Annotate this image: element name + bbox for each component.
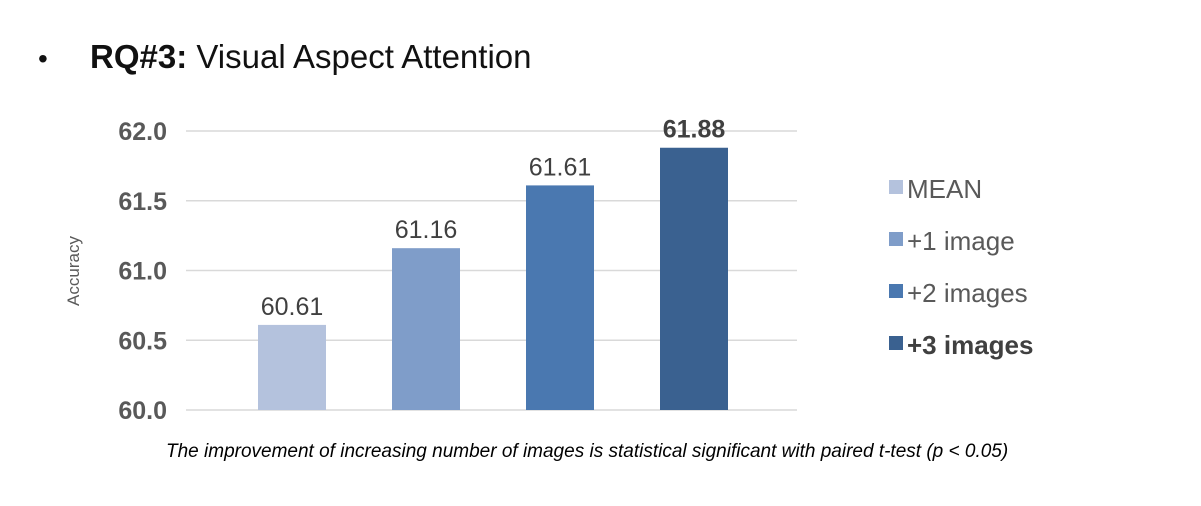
significance-note: The improvement of increasing number of … [166,441,1009,462]
y-axis-label: Accuracy [64,236,83,306]
legend-label: +3 images [907,330,1033,360]
y-tick-label: 62.0 [118,118,167,146]
bar [258,324,326,410]
data-label: 61.61 [529,153,592,181]
bar [392,248,460,410]
legend-label: MEAN [907,174,982,204]
y-tick-label: 61.5 [118,188,167,216]
slide-heading: • RQ#3: Visual Aspect Attention [38,38,532,76]
bullet-icon: • [38,43,48,74]
data-label: 61.16 [395,216,458,244]
legend-label: +1 image [907,226,1015,256]
legend-label: +2 images [907,278,1028,308]
y-tick-label: 60.5 [118,327,167,355]
heading-label: RQ#3: [90,38,188,75]
y-tick-label: 61.0 [118,258,167,286]
legend-swatch [889,180,903,194]
data-label: 60.61 [261,293,324,321]
bar [660,147,728,411]
bar [526,185,594,410]
legend-swatch [889,232,903,246]
data-label: 61.88 [663,116,726,144]
legend-swatch [889,336,903,350]
heading-text: Visual Aspect Attention [187,38,532,75]
y-tick-label: 60.0 [118,397,167,425]
legend-swatch [889,284,903,298]
